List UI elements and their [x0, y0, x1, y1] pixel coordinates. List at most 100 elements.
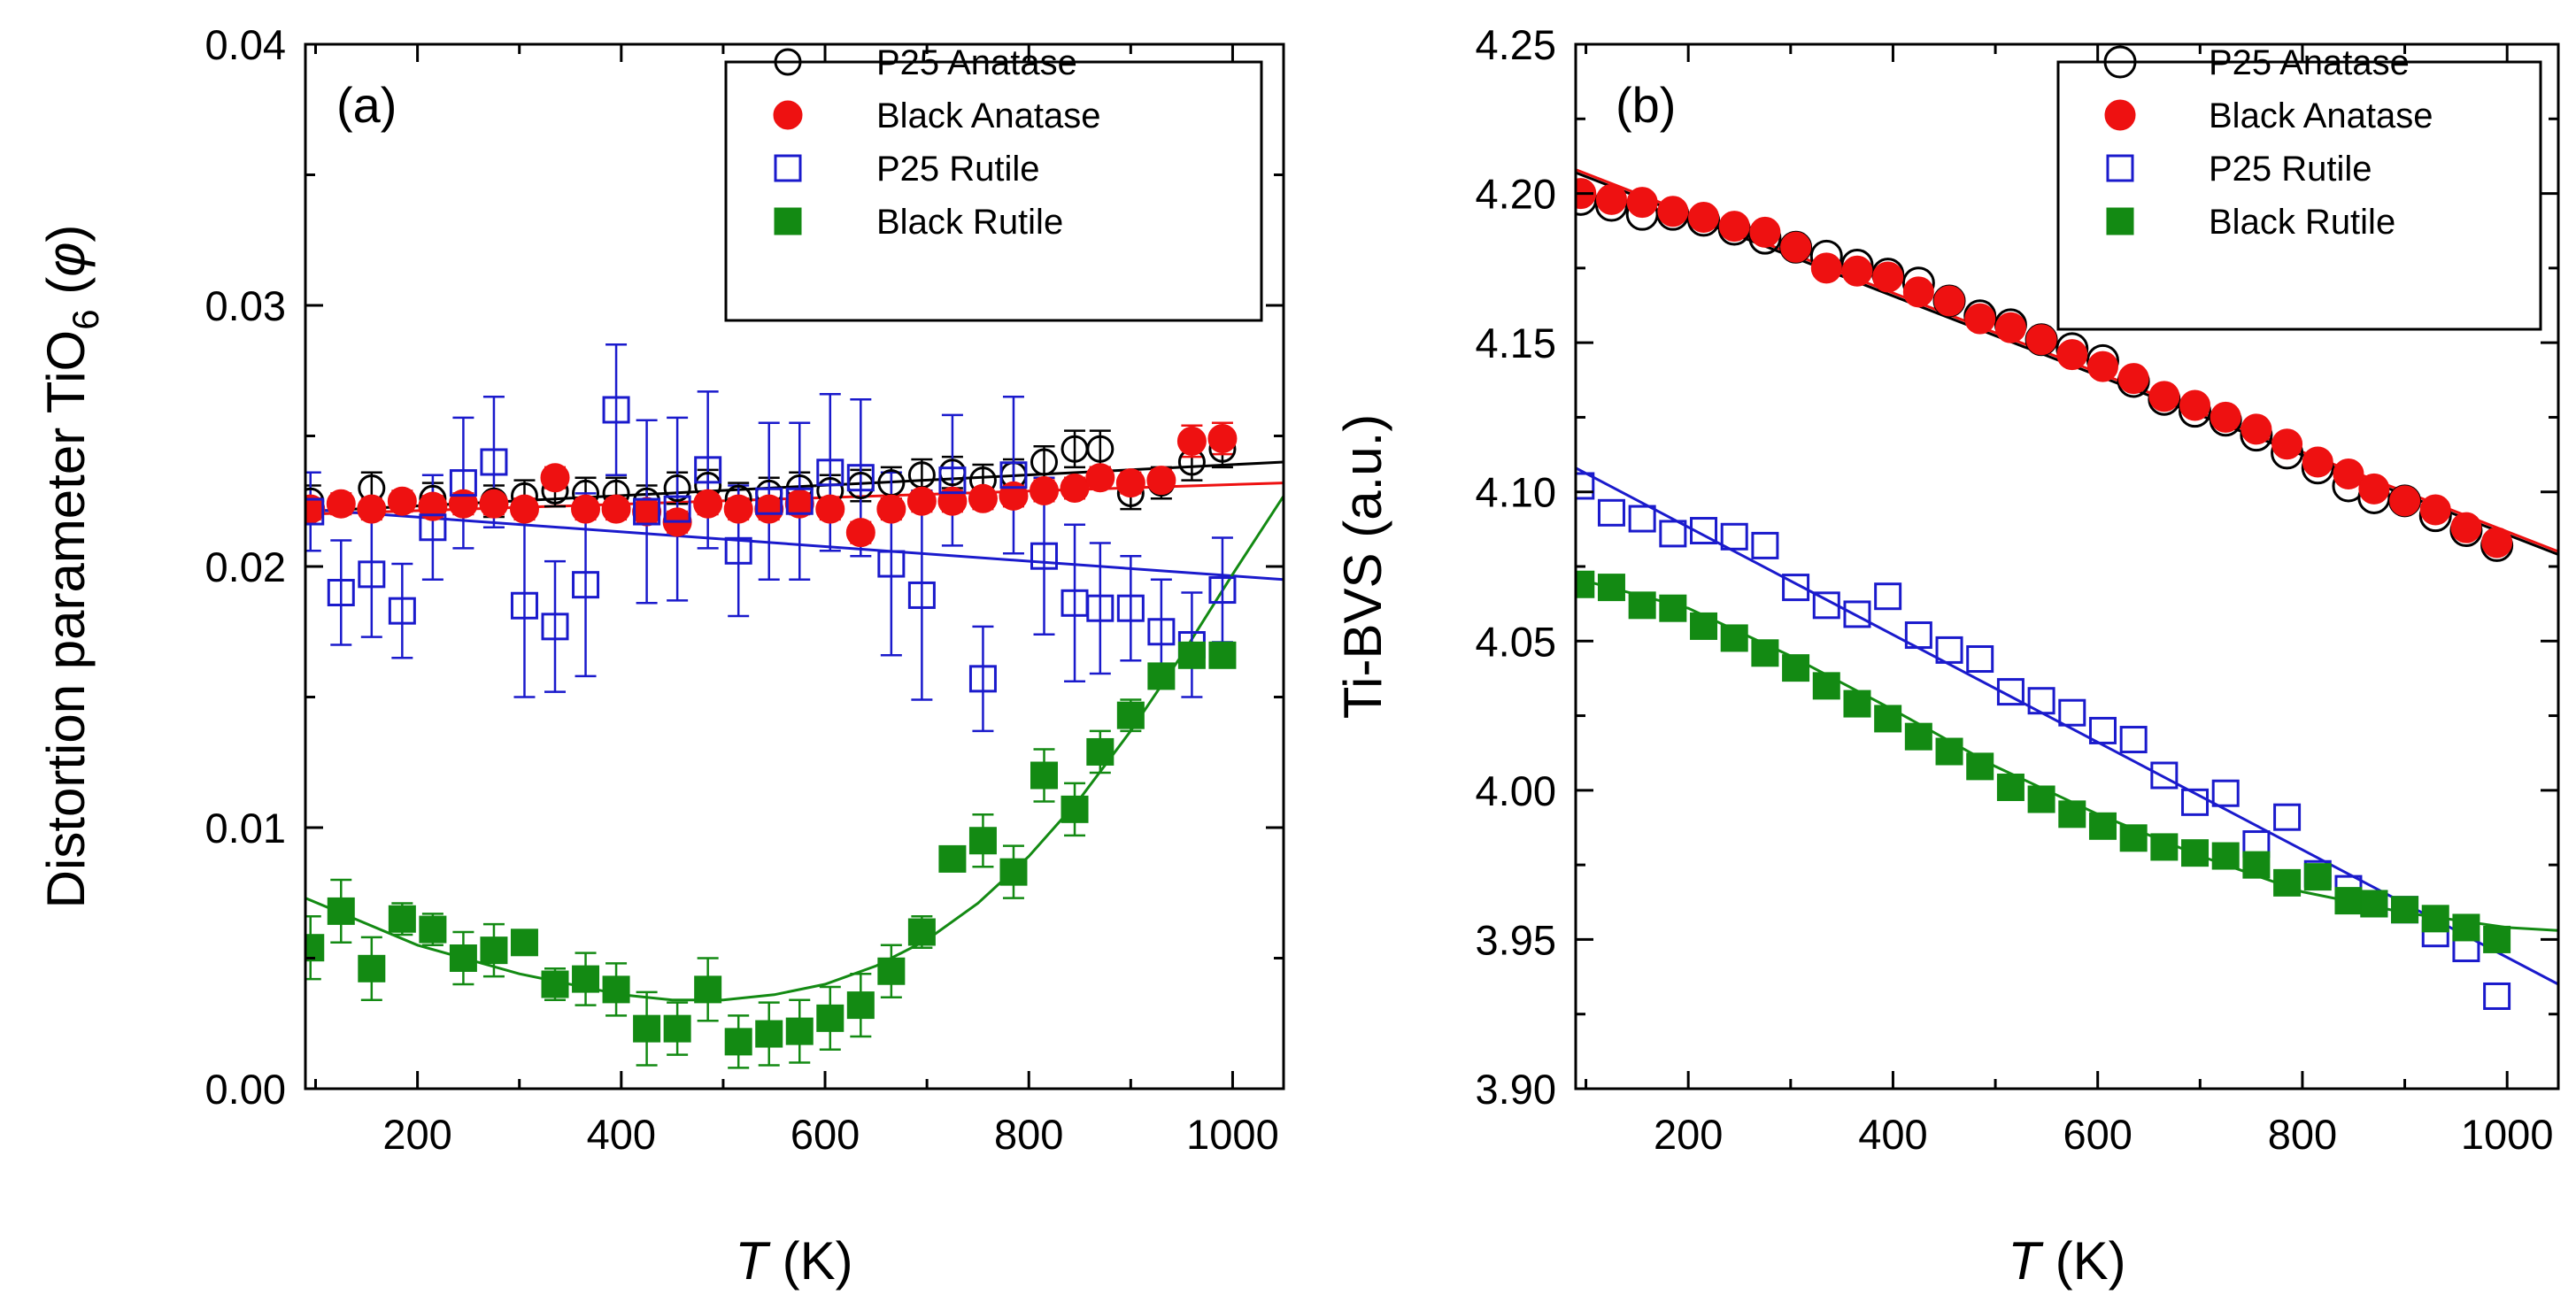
panel-a-y-axis-title-phi: φ: [36, 243, 96, 277]
series-p25-rutile: [305, 396, 1237, 693]
data-point: [1030, 542, 1059, 570]
data-point: [633, 497, 661, 526]
data-point: [1782, 654, 1810, 682]
data-point: [2027, 785, 2055, 813]
data-point: [938, 844, 967, 873]
data-point: [541, 613, 569, 641]
data-point: [1628, 591, 1656, 620]
data-point: [2058, 800, 2086, 828]
data-point: [907, 918, 936, 946]
data-point: [2271, 428, 2303, 460]
panel-a-plot-area: [305, 343, 1284, 1069]
data-point: [694, 975, 722, 1004]
data-point: [2058, 698, 2086, 727]
data-point: [2150, 833, 2179, 861]
data-point: [632, 497, 662, 527]
data-point: [1086, 737, 1114, 766]
panel-b-legend: P25 Anatase Black Anatase P25 Rutile Black …: [2056, 43, 2542, 331]
legend-entry-black-anatase: Black Anatase: [2104, 96, 2433, 135]
data-point: [816, 458, 845, 487]
panel-a-chart: 200 400 600 800 1000 0.00 0.01 0.02 0.03 0.04 (a)…: [36, 21, 1285, 1291]
data-point: [2025, 324, 2057, 356]
data-point: [1208, 641, 1237, 669]
data-point: [2391, 896, 2419, 924]
data-point: [1576, 472, 1595, 500]
data-point: [1688, 202, 1720, 234]
y-tick-label: 4.05: [1476, 618, 1556, 665]
data-point: [2360, 890, 2388, 918]
data-point: [1115, 468, 1145, 498]
legend-marker: [774, 48, 802, 76]
data-point: [633, 1014, 661, 1043]
data-point: [305, 934, 325, 962]
data-point: [1935, 636, 1963, 664]
data-point: [1812, 591, 1840, 620]
fit-line: [305, 507, 1284, 582]
data-point: [1659, 520, 1687, 548]
data-point: [1207, 423, 1238, 453]
y-tick-label: 0.01: [205, 805, 286, 852]
fit-line: [305, 495, 1284, 1002]
data-point: [906, 486, 937, 516]
data-point: [1966, 645, 1994, 674]
y-tick-label: 0.02: [205, 543, 286, 590]
data-point: [327, 579, 355, 606]
data-point: [2242, 851, 2271, 879]
data-point: [1030, 475, 1060, 505]
data-point: [448, 489, 478, 519]
panel-a-x-axis-title-unit: (K): [767, 1231, 853, 1291]
series-black-anatase: [305, 423, 1238, 548]
data-point: [326, 489, 356, 519]
data-point: [1751, 531, 1779, 559]
data-point: [999, 481, 1029, 511]
data-point: [2181, 839, 2210, 867]
data-point: [2483, 982, 2511, 1010]
data-point: [541, 970, 569, 998]
legend-marker: [2103, 45, 2137, 79]
legend-marker: [2106, 154, 2134, 182]
data-point: [1086, 594, 1114, 622]
data-point: [1720, 624, 1748, 652]
data-point: [480, 936, 508, 965]
legend-marker: [774, 207, 802, 235]
data-point: [1780, 231, 1812, 263]
y-tick-label: 4.20: [1476, 171, 1556, 218]
x-tick-label: 800: [994, 1111, 1063, 1158]
legend-entry-black-anatase: Black Anatase: [773, 96, 1101, 135]
data-point: [572, 571, 600, 599]
data-point: [601, 494, 631, 524]
data-point: [572, 965, 600, 993]
panel-a-x-axis-title: T (K): [735, 1231, 852, 1291]
legend-label: Black Anatase: [876, 96, 1101, 135]
legend-entry-p25-rutile: P25 Rutile: [2106, 150, 2372, 189]
data-point: [723, 494, 753, 524]
data-point: [876, 494, 906, 524]
data-point: [449, 944, 477, 972]
y-tick-label: 4.10: [1476, 469, 1556, 516]
data-point: [2389, 485, 2421, 517]
legend-label: P25 Anatase: [876, 43, 1077, 82]
y-tick-label: 0.00: [205, 1066, 286, 1113]
data-point: [1904, 722, 1932, 751]
data-point: [2211, 779, 2240, 807]
panel-b-label: (b): [1616, 77, 1676, 133]
panel-b-ticks: 200 400 600 800 1000 3.90 3.95 4.00 4.05 4.10 4.15…: [1476, 21, 2558, 1158]
data-point: [1576, 570, 1595, 598]
data-point: [937, 486, 968, 516]
data-point: [2148, 381, 2180, 412]
data-point: [663, 495, 691, 523]
data-point: [968, 665, 997, 693]
data-point: [845, 518, 875, 548]
x-tick-label: 1000: [2461, 1111, 2554, 1158]
data-point: [968, 483, 998, 513]
panel-a-y-axis-title-paren-close: ): [36, 225, 96, 243]
data-point: [785, 1017, 814, 1045]
data-point: [999, 461, 1028, 489]
data-point: [968, 827, 997, 855]
data-point: [1086, 435, 1114, 463]
data-point: [1933, 285, 1965, 317]
data-point: [357, 494, 387, 524]
data-point: [2088, 812, 2117, 840]
data-point: [2421, 905, 2449, 933]
data-point: [1904, 621, 1932, 650]
